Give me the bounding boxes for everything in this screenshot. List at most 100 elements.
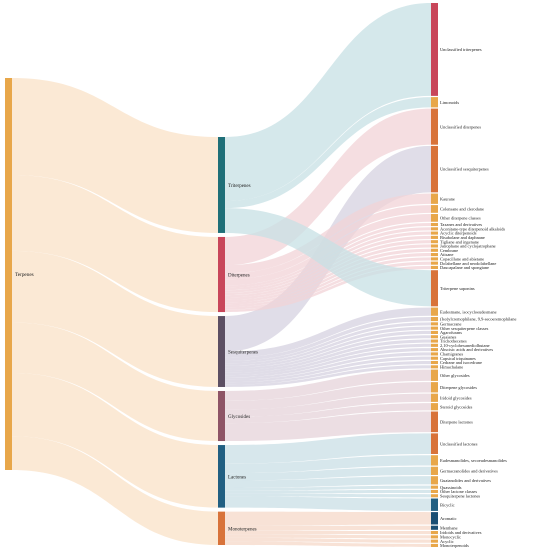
leaf-label-jatrophane-and-cyclojatrophane: Jatrophane and cyclojatrophane	[440, 244, 496, 249]
leaf-label-agarofurans: Agarofurans	[440, 330, 462, 335]
leaf-label-cedrane-and-isocedrane: Cedrane and isocedrane	[440, 360, 482, 365]
flow-diterpenes-to-kaurane	[225, 193, 431, 274]
flow-sesquiterpenes-to-agarofurans	[225, 330, 431, 369]
flow-sesquiterpenes-to-capsical-triquinanes	[225, 356, 431, 383]
leaf-node-atisane	[431, 253, 438, 257]
category-label-lactones: Lactones	[228, 475, 246, 480]
leaf-node-diterpene-glycosides	[431, 382, 438, 393]
leaf-node-himachalane	[431, 365, 438, 369]
category-label-monoterpenes: Monoterpenes	[228, 527, 257, 532]
flow-sesquiterpenes-to-eudesmane-isocycloeudesmane	[225, 307, 431, 358]
leaf-node-eudesmane-isocycloeudesmane	[431, 307, 438, 316]
leaf-label-germacrane: Germacrane	[440, 321, 462, 326]
leaf-label-menthane: Menthane	[440, 525, 458, 530]
leaf-node-taxanes-and-derivatives	[431, 222, 438, 227]
category-node-lactones	[218, 445, 225, 508]
flow-lactones-to-quassinoids	[225, 485, 431, 491]
leaf-label-steroid-glycosides: Steroid glycosides	[440, 404, 473, 409]
flow-root-to-diterpenes	[12, 174, 218, 313]
category-nodes: Triterpenes Diterpenes Sesquiterpenes Glyco…	[218, 137, 258, 545]
leaf-label-quassinoids: Quassinoids	[440, 485, 462, 490]
leaf-node-trichothecenes	[431, 339, 438, 343]
leaf-node-iridoids-and-derivatives	[431, 531, 438, 535]
leaf-label-monocyclic: Monocyclic	[440, 534, 461, 539]
leaf-node-unclassified-sesquiterpenes	[431, 145, 438, 193]
leaf-node-aromatic	[431, 512, 438, 525]
leaf-node-menthane	[431, 525, 438, 530]
flow-glycosides-to-diterpene-glycosides	[225, 382, 431, 410]
leaf-node-aconitane-type-diterpenoid-alkaloids	[431, 227, 438, 231]
leaf-label-unclassified-sesquiterpenes: Unclassified sesquiterpenes	[440, 167, 489, 172]
leaf-node-other-sesquiterpene-classes	[431, 326, 438, 330]
leaf-label-eudesmane-isocycloeudesmane: Eudesmane, isocycloeudesmane	[440, 309, 497, 315]
category-node-triterpenes	[218, 137, 225, 233]
leaf-node-germacranolides-and-derivatives	[431, 466, 438, 475]
leaf-label-other-lactone-classes: Other lactone classes	[440, 489, 477, 494]
flow-sesquiterpenes-to-2-10-cyclohexanediolbutane	[225, 343, 431, 376]
leaf-label-acyclic: Acyclic	[440, 539, 454, 544]
root-node-bar	[5, 78, 12, 470]
category-label-sesquiterpenes: Sesquiterpenes	[228, 351, 258, 356]
leaf-node-bicyclic	[431, 498, 438, 511]
flow-lactones-to-guaianolides-and-derivatives	[225, 476, 431, 489]
leaf-node-copacillane-and-abietane	[431, 257, 438, 261]
flow-monoterpenes-to-menthane	[225, 525, 431, 531]
leaf-label-triterpene-saponins: Triterpene saponins	[440, 286, 475, 291]
category-node-glycosides	[218, 390, 225, 442]
flow-triterpenes-to-limonoids	[225, 97, 431, 209]
leaf-label-copacillane-and-abietane: Copacillane and abietane	[440, 256, 484, 261]
flow-sesquiterpenes-to-guaianes	[225, 335, 431, 371]
category-label-triterpenes: Triterpenes	[228, 184, 251, 189]
flow-diterpenes-to-daucapalane-and-spongiane	[225, 265, 431, 313]
leaf-label-tigliane-and-ingenane: Tigliane and ingenane	[440, 239, 479, 244]
root-to-category-flows	[12, 78, 218, 545]
flow-monoterpenes-to-aromatic	[225, 511, 431, 526]
flow-diterpenes-to-copacillane-and-abietane	[225, 257, 431, 308]
leaf-label-limonoids: Limonoids	[440, 100, 459, 105]
leaf-node-unclassified-triterpenes	[431, 3, 438, 96]
category-node-diterpenes	[218, 236, 225, 313]
flow-monoterpenes-to-iridoids-and-derivatives	[225, 530, 431, 535]
flow-glycosides-to-other-glycosides	[225, 369, 431, 401]
leaf-label-unclassified-lactones: Unclassified lactones	[440, 441, 478, 446]
leaf-node-dolabellane-and-neodolabellane	[431, 261, 438, 265]
leaf-node-jatrophane-and-cyclojatrophane	[431, 244, 438, 248]
flow-root-to-monoterpenes	[12, 436, 218, 545]
flow-root-to-triterpenes	[12, 78, 218, 233]
leaf-label-eudesmanolides-secoeudesmanolides: Eudesmanolides, secoeudesmanolides	[440, 458, 507, 464]
leaf-node-colensane-and-clerodane	[431, 205, 438, 213]
flow-sesquiterpenes-to-himachalane	[225, 365, 431, 387]
leaf-node-iso-ylcremophilane-9-9-secoeremophilane	[431, 316, 438, 322]
leaf-node-other-lactone-classes	[431, 489, 438, 494]
leaf-label-other-diterpene-classes: Other diterpene classes	[440, 215, 481, 220]
leaf-node-bisabolane-and-daphnane	[431, 235, 438, 239]
category-node-sesquiterpenes	[218, 316, 225, 387]
flow-sesquiterpenes-to-abscisic-acids-and-derivatives	[225, 348, 431, 378]
category-label-glycosides: Glycosides	[228, 415, 250, 420]
leaf-label-atisane: Atisane	[440, 252, 453, 257]
leaf-label-guaianes: Guaianes	[440, 334, 457, 339]
flow-diterpenes-to-jatrophane-and-cyclojatrophane	[225, 244, 431, 300]
flow-diterpenes-to-cembrane	[225, 248, 431, 303]
leaf-label-aconitane-type-diterpenoid-alkaloids: Aconitane-type diterpenoid alkaloids	[440, 226, 505, 231]
leaf-node-abscisic-acids-and-derivatives	[431, 348, 438, 352]
leaf-label-bicyclic: Bicyclic	[440, 502, 455, 507]
root-node: Terpenes	[5, 78, 34, 470]
flow-triterpenes-to-triterpene-saponins	[225, 208, 431, 307]
flow-sesquiterpenes-to-germacrane	[225, 322, 431, 364]
flow-sesquiterpenes-to-iso-ylcremophilane-9-9-secoeremophilane	[225, 316, 431, 361]
leaf-label-2-10-cyclohexanediolbutane: 2,10-cyclohexanediolbutane	[440, 343, 490, 349]
leaf-label-diterpene-lactones: Diterpene lactones	[440, 419, 473, 424]
leaf-node-cembrane	[431, 248, 438, 252]
flow-lactones-to-other-lactone-classes	[225, 489, 431, 494]
leaf-label-iridoids-and-derivatives: Iridoids and derivatives	[440, 530, 482, 535]
leaf-node-acyclic	[431, 539, 438, 543]
leaf-label-germacranolides-and-derivatives: Germacranolides and derivatives	[440, 468, 498, 473]
leaf-node-quassinoids	[431, 485, 438, 489]
flow-glycosides-to-diterpene-lactones	[225, 411, 431, 442]
flow-monoterpenes-to-acyclic	[225, 537, 431, 543]
leaf-label-daucapalane-and-spongiane: Daucapalane and spongiane	[440, 265, 489, 270]
leaf-node-sesquiterpene-lactones	[431, 494, 438, 498]
leaf-node-steroid-glycosides	[431, 403, 438, 411]
